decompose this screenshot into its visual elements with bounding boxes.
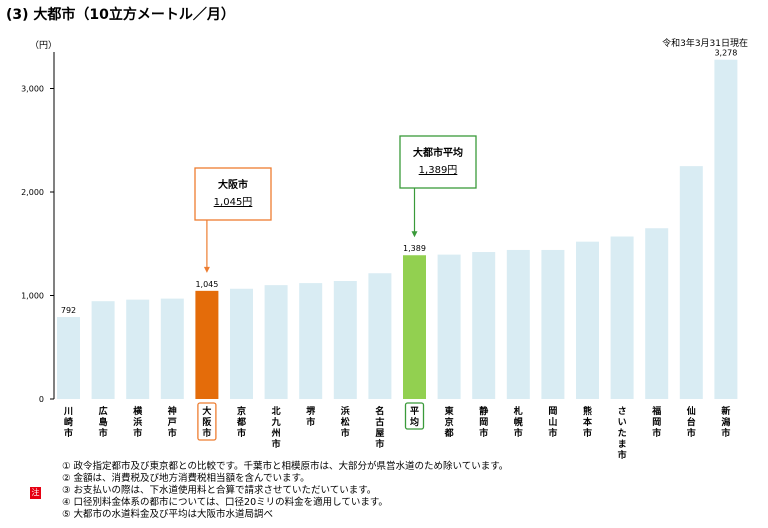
category-label: 福岡市 [651, 405, 661, 439]
category-label: 京都市 [236, 405, 246, 439]
bar-3 [126, 299, 150, 399]
data-label: 1,389 [403, 244, 426, 253]
category-label: 堺市 [306, 405, 316, 428]
category-highlight-box [197, 402, 217, 441]
note-item-1: ① 政令指定都市及び東京都との比較です。千葉市と相模原市は、大部分が県営水道のた… [62, 461, 509, 472]
note-item-5: ⑤ 大都市の水道料金及び平均は大阪市水道局調べ [62, 509, 274, 520]
bar-7 [264, 285, 288, 399]
bar-12 [437, 254, 461, 399]
bar-4 [160, 298, 184, 399]
y-tick-label: 0 [39, 395, 44, 404]
y-tick-label: 2,000 [21, 188, 44, 197]
osaka-callout-box [194, 167, 272, 221]
category-label: 新潟市 [721, 405, 730, 439]
bar-16 [576, 241, 599, 399]
category-label: 仙台市 [687, 405, 696, 439]
average-callout-arrow-head [411, 231, 418, 238]
y-axis-unit: （円） [30, 41, 58, 51]
category-label: 東京都 [444, 405, 454, 439]
category-label: 神戸市 [168, 405, 177, 439]
bar-13 [472, 252, 496, 399]
bar-2 [91, 301, 115, 399]
category-label: 大阪市 [202, 405, 212, 439]
average-callout-box [399, 135, 477, 189]
category-label: 横浜市 [133, 405, 143, 439]
category-label: さいたま市 [618, 406, 627, 461]
note-item-3: ③ お支払いの際は、下水道使用料と合算で請求させていただいています。 [62, 485, 377, 496]
bar-8 [299, 283, 323, 399]
bar-15 [541, 249, 565, 399]
bar-20 [714, 59, 738, 400]
bar-5 [195, 290, 219, 399]
category-label: 川崎市 [63, 406, 73, 439]
chart-title: (3) 大都市（10立方メートル／月） [6, 7, 235, 23]
category-label: 名古屋市 [375, 405, 384, 450]
category-label: 岡山市 [548, 406, 557, 439]
bar-19 [679, 166, 703, 399]
category-label: 平均 [410, 406, 419, 428]
bar-10 [368, 273, 392, 399]
notes: ① 政令指定都市及び東京都との比較です。千葉市と相模原市は、大部分が県営水道のた… [62, 461, 508, 521]
category-label: 北九州市 [271, 405, 281, 450]
y-tick-label: 1,000 [21, 292, 44, 301]
data-label: 1,045 [195, 280, 218, 289]
category-highlight-box [404, 402, 425, 430]
y-tick-label: 3,000 [21, 85, 44, 94]
bar-11 [403, 255, 426, 399]
category-label: 熊本市 [583, 405, 593, 439]
bar-9 [333, 281, 357, 399]
average-callout-value: 1,389円 [419, 165, 458, 176]
osaka-callout-value: 1,045円 [214, 197, 253, 208]
data-label: 3,278 [714, 49, 737, 58]
as-of-date: 令和3年3月31日現在 [662, 39, 748, 49]
bar-14 [506, 249, 530, 399]
osaka-callout-title: 大阪市 [218, 178, 248, 191]
category-label: 広島市 [99, 405, 108, 439]
bar-18 [645, 228, 669, 399]
average-callout-title: 大都市平均 [413, 146, 463, 159]
osaka-callout-arrow-head [203, 266, 210, 273]
note-item-4: ④ 口径別料金体系の都市については、口径20ミリの料金を適用しています。 [62, 497, 388, 508]
bar-1 [57, 317, 80, 399]
category-label: 浜松市 [341, 405, 350, 439]
bar-6 [230, 288, 253, 399]
bar-17 [610, 236, 634, 399]
note-badge: 注 [30, 487, 41, 499]
data-label: 792 [61, 306, 76, 315]
note-item-2: ② 金額は、消費税及び地方消費税相当額を含んでいます。 [62, 473, 310, 484]
category-label: 静岡市 [479, 405, 488, 439]
category-label: 札幌市 [513, 405, 523, 439]
